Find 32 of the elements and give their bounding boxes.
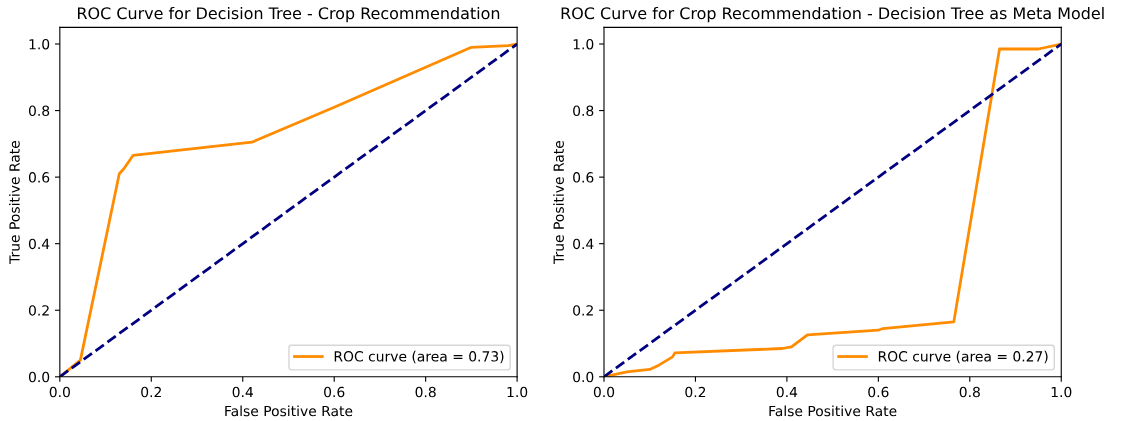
y-tick-label: 0.6 [573, 172, 594, 183]
y-tick-label: 0.8 [573, 105, 594, 117]
y-axis-title: True Positive Rate [553, 140, 564, 264]
y-tick-label: 0.4 [573, 238, 594, 250]
x-tick-label: 0.6 [868, 386, 889, 398]
legend-label: ROC curve (area = 0.27) [878, 350, 1048, 364]
x-tick-label: 0.4 [232, 386, 254, 398]
legend-label: ROC curve (area = 0.73) [334, 350, 504, 364]
x-tick-label: 0.4 [776, 386, 798, 398]
y-tick-label: 1.0 [29, 38, 50, 50]
y-tick-label: 0.4 [28, 238, 50, 250]
x-tick-label: 0.0 [49, 386, 70, 398]
x-tick-label: 0.0 [593, 386, 615, 398]
chart-title: ROC Curve for Crop Recommendation - Decision Tree as Meta Model [561, 6, 1104, 23]
y-tick-label: 0.0 [28, 371, 50, 383]
x-tick-label: 0.6 [324, 386, 345, 398]
chart-title: ROC Curve for Decision Tree - Crop Recommendation [77, 6, 500, 23]
y-tick-label: 0.2 [28, 305, 49, 316]
x-tick-label: 1.0 [1051, 386, 1072, 398]
x-axis-title: False Positive Rate [225, 405, 353, 417]
y-tick-label: 1.0 [573, 38, 594, 50]
x-tick-label: 0.8 [415, 386, 436, 398]
x-tick-label: 1.0 [507, 386, 528, 398]
y-axis-title: True Positive Rate [9, 140, 20, 264]
y-tick-label: 0.0 [573, 371, 594, 383]
y-tick-label: 0.6 [28, 172, 50, 183]
x-tick-label: 0.2 [685, 386, 706, 398]
y-tick-label: 0.8 [28, 105, 50, 117]
x-tick-label: 0.8 [959, 386, 980, 398]
x-tick-label: 0.2 [141, 386, 161, 398]
y-tick-label: 0.2 [573, 305, 593, 316]
x-axis-title: False Positive Rate [769, 405, 897, 417]
